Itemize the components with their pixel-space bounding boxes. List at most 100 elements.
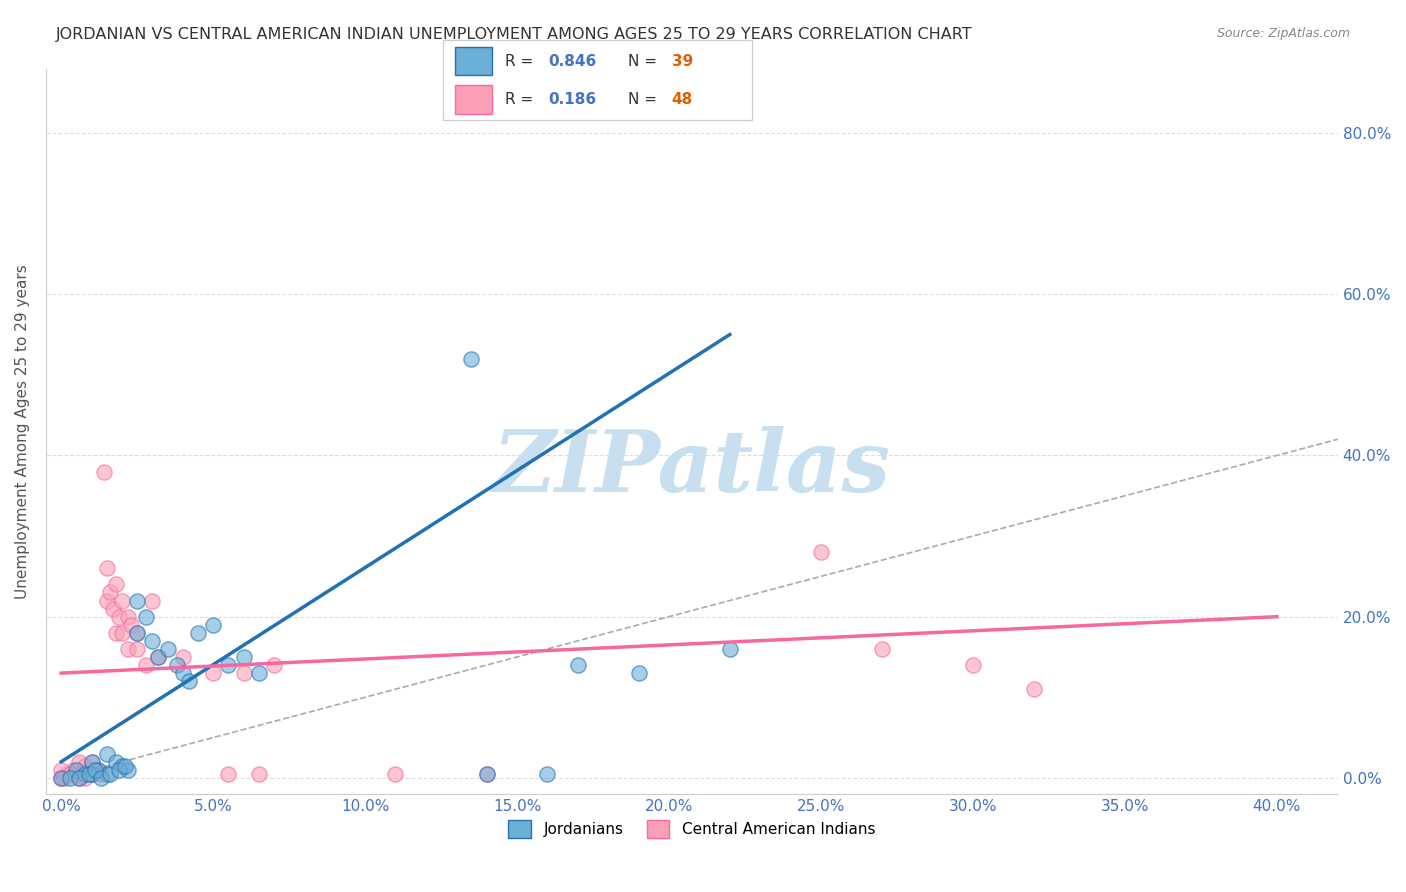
Point bbox=[117, 609, 139, 624]
Text: Source: ZipAtlas.com: Source: ZipAtlas.com bbox=[1216, 27, 1350, 40]
Point bbox=[567, 658, 589, 673]
Text: ZIPatlas: ZIPatlas bbox=[492, 425, 891, 509]
Point bbox=[104, 625, 127, 640]
Point bbox=[117, 763, 139, 777]
Point bbox=[83, 763, 105, 777]
Point bbox=[77, 767, 100, 781]
Point bbox=[72, 767, 94, 781]
Point bbox=[627, 666, 650, 681]
Point bbox=[56, 767, 79, 781]
Point bbox=[111, 625, 134, 640]
Text: JORDANIAN VS CENTRAL AMERICAN INDIAN UNEMPLOYMENT AMONG AGES 25 TO 29 YEARS CORR: JORDANIAN VS CENTRAL AMERICAN INDIAN UNE… bbox=[56, 27, 973, 42]
Point bbox=[962, 658, 984, 673]
Point bbox=[475, 767, 498, 781]
Point bbox=[98, 585, 121, 599]
Point bbox=[90, 767, 112, 781]
Point bbox=[810, 545, 832, 559]
Point bbox=[67, 771, 90, 785]
Point bbox=[104, 755, 127, 769]
Point bbox=[75, 771, 97, 785]
Point bbox=[117, 641, 139, 656]
Point bbox=[65, 767, 87, 781]
Point bbox=[172, 650, 194, 665]
Text: 0.846: 0.846 bbox=[548, 54, 596, 69]
Text: R =: R = bbox=[505, 54, 538, 69]
Point bbox=[870, 641, 893, 656]
Point bbox=[108, 763, 131, 777]
Point bbox=[177, 674, 200, 689]
Point bbox=[141, 633, 163, 648]
Point bbox=[156, 641, 179, 656]
Point bbox=[80, 767, 103, 781]
FancyBboxPatch shape bbox=[456, 85, 492, 114]
Point bbox=[148, 650, 170, 665]
Point bbox=[96, 747, 118, 761]
Point bbox=[114, 759, 136, 773]
Point bbox=[65, 763, 87, 777]
Point bbox=[86, 763, 108, 777]
Point bbox=[51, 771, 73, 785]
Point bbox=[217, 658, 239, 673]
Point bbox=[51, 763, 73, 777]
Point bbox=[80, 755, 103, 769]
Point bbox=[93, 465, 115, 479]
Point bbox=[120, 617, 142, 632]
Text: 39: 39 bbox=[672, 54, 693, 69]
Point bbox=[148, 650, 170, 665]
Point bbox=[53, 771, 76, 785]
Point bbox=[202, 617, 225, 632]
Legend: Jordanians, Central American Indians: Jordanians, Central American Indians bbox=[502, 814, 882, 845]
Point bbox=[127, 625, 149, 640]
Point bbox=[111, 593, 134, 607]
Point bbox=[90, 771, 112, 785]
Text: N =: N = bbox=[628, 92, 662, 107]
Point bbox=[80, 755, 103, 769]
Point bbox=[86, 763, 108, 777]
Text: N =: N = bbox=[628, 54, 662, 69]
Point bbox=[247, 666, 270, 681]
Point bbox=[80, 767, 103, 781]
Point bbox=[127, 593, 149, 607]
Point bbox=[141, 593, 163, 607]
Point bbox=[187, 625, 209, 640]
FancyBboxPatch shape bbox=[456, 46, 492, 76]
Point bbox=[62, 763, 84, 777]
Point bbox=[77, 767, 100, 781]
Point bbox=[96, 561, 118, 575]
Point bbox=[247, 767, 270, 781]
Point bbox=[59, 767, 82, 781]
Point bbox=[384, 767, 406, 781]
Point bbox=[217, 767, 239, 781]
Point bbox=[98, 767, 121, 781]
Point bbox=[135, 658, 157, 673]
Point bbox=[104, 577, 127, 591]
Point bbox=[67, 771, 90, 785]
Point bbox=[127, 625, 149, 640]
Point bbox=[718, 641, 741, 656]
Text: 0.186: 0.186 bbox=[548, 92, 596, 107]
Point bbox=[96, 767, 118, 781]
Point bbox=[536, 767, 558, 781]
Point bbox=[101, 601, 124, 615]
Point bbox=[475, 767, 498, 781]
Point bbox=[460, 351, 482, 366]
Point bbox=[202, 666, 225, 681]
Text: R =: R = bbox=[505, 92, 538, 107]
Text: 48: 48 bbox=[672, 92, 693, 107]
Point bbox=[263, 658, 285, 673]
Point bbox=[51, 771, 73, 785]
Point bbox=[59, 771, 82, 785]
Point bbox=[77, 763, 100, 777]
Point bbox=[135, 609, 157, 624]
Point bbox=[111, 759, 134, 773]
Point bbox=[232, 650, 254, 665]
Point bbox=[67, 755, 90, 769]
Point bbox=[166, 658, 188, 673]
Point bbox=[127, 641, 149, 656]
Point bbox=[108, 609, 131, 624]
Point bbox=[75, 767, 97, 781]
Point bbox=[172, 666, 194, 681]
Point bbox=[75, 759, 97, 773]
Point bbox=[232, 666, 254, 681]
Point bbox=[96, 593, 118, 607]
